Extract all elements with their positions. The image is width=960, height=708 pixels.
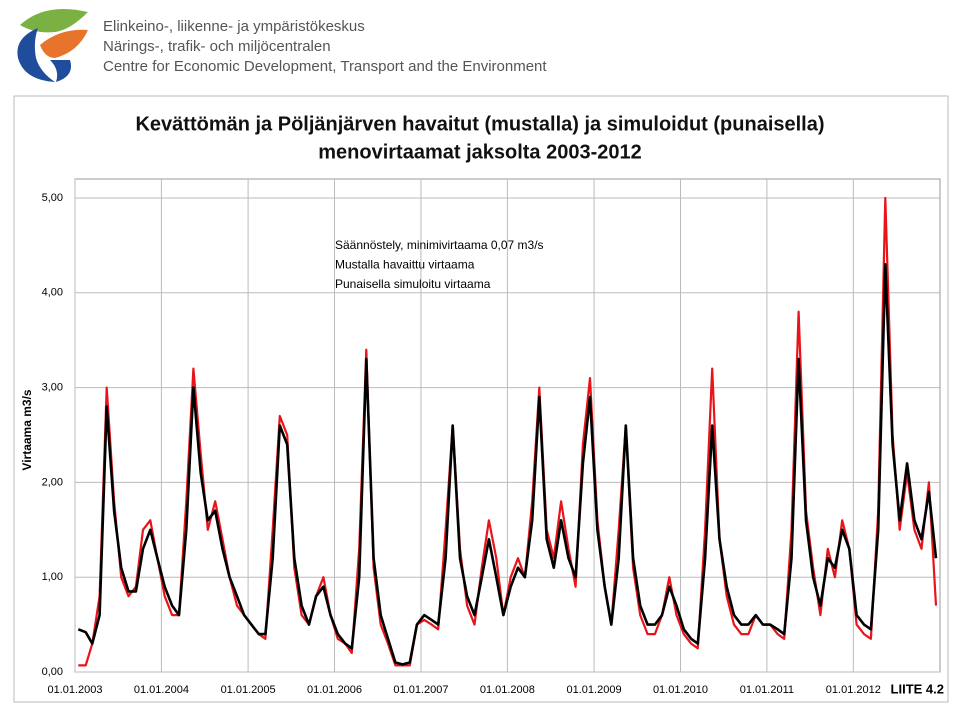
x-tick-label: 01.01.2004 (134, 684, 189, 696)
data-line (77, 263, 938, 666)
x-tick-label: 01.01.2007 (393, 684, 448, 696)
y-tick-label: 3,00 (42, 381, 63, 393)
chart-title: menovirtaamat jaksolta 2003-2012 (318, 141, 642, 163)
y-axis-label: Virtaama m3/s (20, 389, 34, 470)
x-tick-label: 01.01.2010 (653, 684, 708, 696)
y-tick-label: 5,00 (42, 192, 63, 204)
x-tick-label: 01.01.2008 (480, 684, 535, 696)
y-tick-label: 2,00 (42, 476, 63, 488)
annotation: Punaisella simuloitu virtaama (335, 277, 491, 291)
annotation: Säännöstely, minimivirtaama 0,07 m3/s (335, 238, 544, 252)
y-tick-label: 4,00 (42, 287, 63, 299)
header-line: Elinkeino-, liikenne- ja ympäristökeskus (103, 18, 365, 35)
x-tick-label: 01.01.2006 (307, 684, 362, 696)
chart-frame (13, 95, 949, 703)
annotation: Mustalla havaittu virtaama (335, 258, 475, 272)
x-tick-label: 01.01.2011 (740, 684, 794, 696)
logo (17, 8, 88, 82)
x-tick-label: 01.01.2003 (47, 684, 102, 696)
x-tick-label: 01.01.2005 (221, 684, 276, 696)
y-tick-label: 1,00 (42, 571, 63, 583)
x-tick-label: 01.01.2009 (567, 684, 622, 696)
header-line: Centre for Economic Development, Transpo… (103, 58, 547, 75)
x-tick-label: 01.01.2012 (826, 684, 881, 696)
y-tick-label: 0,00 (42, 666, 63, 678)
chart-title: Kevättömän ja Pöljänjärven havaitut (mus… (135, 113, 824, 135)
header-line: Närings-, trafik- och miljöcentralen (103, 38, 331, 55)
footer-label: LIITE 4.2 (891, 681, 944, 696)
